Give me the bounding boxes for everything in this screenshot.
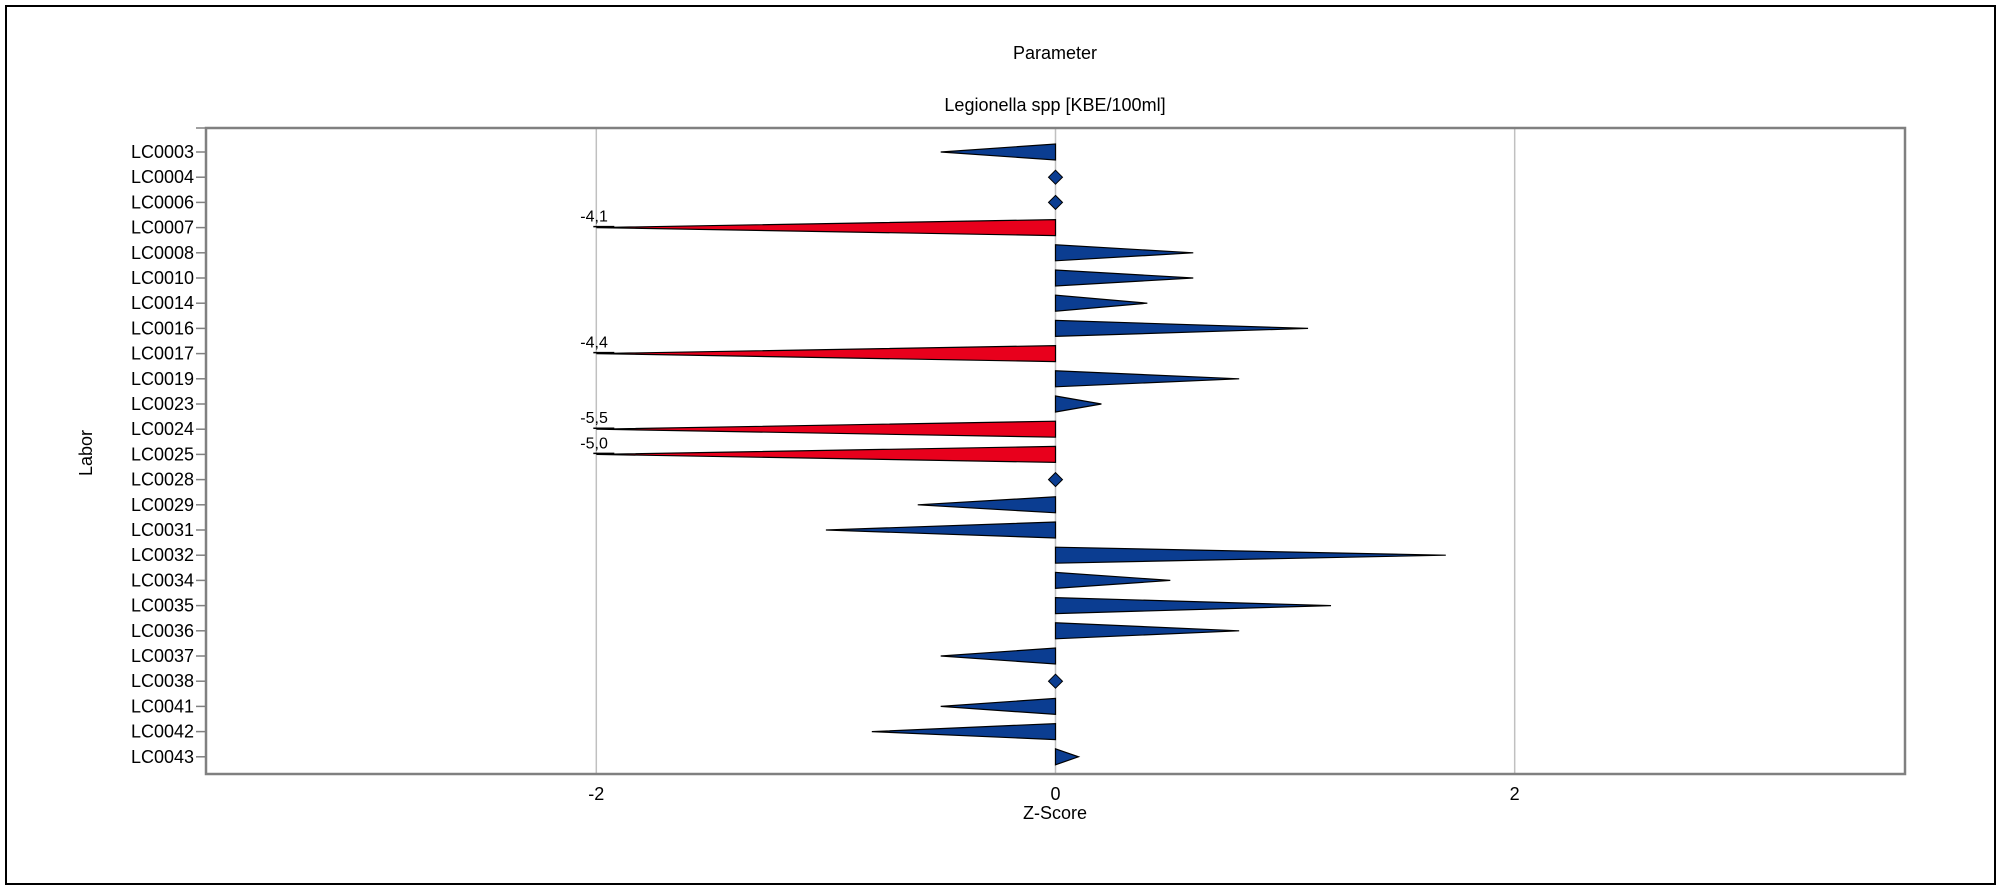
- chart-title: Parameter: [1013, 43, 1097, 63]
- data-bar: [940, 647, 1057, 665]
- y-tick-label: LC0017: [131, 344, 194, 364]
- y-tick-label: LC0028: [131, 470, 194, 490]
- outlier-label: -4,4: [580, 335, 608, 352]
- y-tick-label: LC0008: [131, 243, 194, 263]
- data-bar: [1054, 269, 1194, 287]
- data-bar: [1054, 622, 1240, 640]
- y-tick-label: LC0004: [131, 167, 194, 187]
- y-tick-label: LC0031: [131, 520, 194, 540]
- y-tick-label: LC0041: [131, 696, 194, 716]
- outlier-label: -4,1: [580, 209, 608, 226]
- data-bar: [1054, 596, 1332, 615]
- plot-frame: [204, 126, 1907, 776]
- y-tick-label: LC0024: [131, 419, 194, 439]
- data-bar: [1054, 319, 1309, 338]
- data-bar: [1054, 546, 1446, 564]
- chart-subtitle: Legionella spp [KBE/100ml]: [944, 95, 1165, 115]
- outlier-label: -5,0: [580, 435, 608, 452]
- data-bar: [940, 143, 1057, 161]
- z-score-chart: Parameter Legionella spp [KBE/100ml] Z-S…: [76, 43, 1907, 823]
- y-tick-label: LC0038: [131, 671, 194, 691]
- y-axis-label: Labor: [76, 430, 96, 476]
- y-tick-label: LC0010: [131, 268, 194, 288]
- x-tick-label: 0: [1050, 784, 1060, 804]
- x-tick-label: 2: [1510, 784, 1520, 804]
- y-tick-label: LC0023: [131, 394, 194, 414]
- data-bar: [1054, 244, 1194, 262]
- y-tick-label: LC0014: [131, 293, 194, 313]
- y-tick-label: LC0032: [131, 545, 194, 565]
- x-tick-label: -2: [588, 784, 604, 804]
- y-tick-label: LC0043: [131, 747, 194, 767]
- chart-frame: Parameter Legionella spp [KBE/100ml] Z-S…: [5, 5, 1996, 885]
- data-bar: [1054, 294, 1148, 312]
- data-bar: [596, 218, 1057, 237]
- data-bar: [1054, 370, 1240, 388]
- y-tick-label: LC0006: [131, 192, 194, 212]
- y-tick-label: LC0034: [131, 570, 194, 590]
- y-tick-label: LC0003: [131, 142, 194, 162]
- data-bar: [1054, 395, 1102, 413]
- y-tick-label: LC0025: [131, 444, 194, 464]
- data-bar: [871, 722, 1057, 741]
- data-marker: [1047, 673, 1064, 689]
- data-marker: [1047, 169, 1064, 185]
- outlier-label: -5,5: [580, 410, 608, 427]
- y-tick-label: LC0016: [131, 318, 194, 338]
- y-tick-label: LC0029: [131, 495, 194, 515]
- x-axis-label: Z-Score: [1023, 803, 1087, 823]
- y-tick-label: LC0007: [131, 218, 194, 238]
- y-tick-label: LC0019: [131, 369, 194, 389]
- data-bar: [825, 521, 1057, 539]
- y-tick-label: LC0035: [131, 596, 194, 616]
- data-marker: [1047, 471, 1064, 488]
- y-tick-label: LC0042: [131, 722, 194, 742]
- data-bar: [917, 496, 1057, 514]
- data-marker: [1047, 194, 1064, 211]
- data-bar: [940, 697, 1057, 716]
- y-tick-label: LC0036: [131, 621, 194, 641]
- data-bar: [1054, 747, 1081, 766]
- data-bar: [1054, 571, 1171, 590]
- data-bar: [596, 445, 1057, 464]
- y-tick-label: LC0037: [131, 646, 194, 666]
- data-bar: [596, 344, 1057, 363]
- data-bar: [596, 420, 1057, 438]
